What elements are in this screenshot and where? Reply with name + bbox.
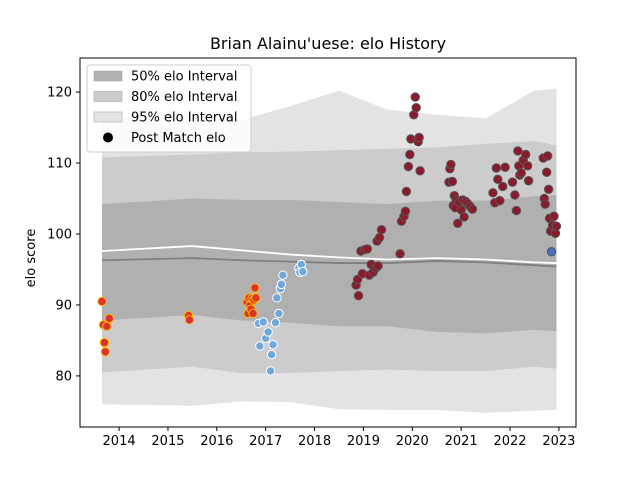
post-match-elo-point — [266, 349, 277, 360]
x-tick-label: 2015 — [151, 434, 184, 449]
post-match-elo-point — [459, 212, 469, 222]
post-match-elo-point — [263, 327, 273, 337]
post-match-elo-point — [549, 211, 559, 221]
y-tick-label: 80 — [55, 369, 72, 384]
legend-label: 50% elo Interval — [131, 70, 238, 85]
legend-box — [86, 64, 252, 153]
x-tick-label: 2018 — [298, 434, 331, 449]
post-match-elo-point — [491, 163, 502, 173]
x-tick-label: 2023 — [542, 434, 575, 449]
post-match-elo-point — [546, 247, 557, 257]
y-axis-label: elo score — [24, 229, 39, 288]
median-elo-line — [101, 257, 557, 268]
x-tick-label: 2020 — [396, 434, 429, 449]
post-match-elo-point — [520, 149, 531, 160]
post-match-elo-point — [513, 146, 523, 156]
post-match-elo-point — [415, 166, 425, 176]
post-match-elo-point — [511, 205, 522, 216]
post-match-elo-point — [523, 176, 534, 186]
post-match-elo-point — [467, 204, 478, 214]
legend: 50% elo Interval 80% elo Interval 95% elo … — [86, 64, 252, 153]
legend-label: 80% elo Interval — [131, 90, 238, 105]
chart-title: Brian Alainu'uese: elo History — [210, 34, 446, 53]
post-match-elo-point — [507, 177, 518, 187]
post-match-elo-point — [411, 102, 421, 113]
legend-label: Post Match elo — [131, 131, 226, 146]
post-match-elo-point — [551, 221, 562, 231]
post-match-elo-point — [250, 283, 260, 293]
post-match-elo-point — [510, 190, 520, 200]
post-match-elo-point — [414, 132, 424, 143]
band-50-interval — [101, 194, 557, 334]
post-match-elo-point — [516, 168, 526, 178]
mean-elo-line — [101, 245, 557, 264]
post-match-elo-point — [258, 317, 268, 327]
post-match-elo-point — [500, 162, 510, 172]
post-match-elo-point — [405, 149, 415, 160]
axes-frame — [79, 57, 577, 428]
legend-label: 95% elo Interval — [131, 111, 238, 126]
x-tick-label: 2017 — [249, 434, 282, 449]
post-match-elo-point — [102, 321, 112, 331]
post-match-elo-point — [540, 199, 550, 209]
post-match-elo-point — [373, 261, 383, 271]
legend-swatch — [93, 70, 123, 82]
y-tick-label: 90 — [55, 298, 72, 313]
post-match-elo-point — [522, 161, 533, 171]
post-match-elo-point — [248, 308, 258, 319]
post-match-elo-point — [403, 161, 414, 172]
post-match-elo-point — [542, 151, 553, 161]
post-match-elo-point — [400, 206, 411, 216]
post-match-elo-point — [268, 339, 278, 350]
post-match-elo-point — [298, 266, 308, 277]
x-tick-label: 2021 — [445, 434, 478, 449]
post-match-elo-point — [543, 184, 554, 194]
post-match-elo-point — [104, 313, 115, 324]
post-match-elo-point — [184, 315, 195, 325]
x-tick-label: 2016 — [200, 434, 233, 449]
post-match-elo-point — [353, 291, 364, 301]
y-tick-label: 120 — [47, 86, 72, 101]
post-match-elo-point — [99, 337, 110, 348]
post-match-elo-point — [274, 308, 284, 319]
post-match-elo-point — [498, 181, 508, 192]
legend-marker — [103, 132, 113, 143]
post-match-elo-point — [447, 176, 458, 187]
x-tick-label: 2014 — [103, 434, 136, 449]
legend-swatch — [93, 91, 123, 102]
post-match-elo-point — [401, 186, 412, 197]
post-match-elo-point — [251, 293, 261, 303]
post-match-elo-point — [374, 232, 385, 243]
post-match-elo-point — [395, 249, 405, 259]
post-match-elo-point — [453, 218, 463, 229]
x-tick-label: 2019 — [347, 434, 380, 449]
post-match-elo-point — [488, 188, 498, 198]
post-match-elo-point — [255, 341, 265, 351]
y-tick-label: 110 — [47, 157, 72, 172]
post-match-elo-point — [265, 366, 276, 376]
post-match-elo-point — [100, 347, 111, 357]
post-match-elo-point — [541, 167, 552, 177]
plot-area: 2014 2015 2016 2017 2018 2019 2020 2021 2022 2023… — [47, 57, 577, 449]
legend-swatch — [93, 111, 123, 123]
post-match-elo-point — [272, 293, 282, 303]
post-match-elo-point — [446, 159, 456, 170]
post-match-elo-point — [493, 174, 503, 185]
post-match-elo-point — [276, 279, 287, 290]
post-match-elo-point — [362, 244, 373, 254]
post-match-elo-point — [270, 317, 281, 328]
post-match-elo-point — [376, 225, 387, 235]
post-match-elo-point — [410, 92, 420, 102]
y-tick-label: 100 — [47, 227, 72, 242]
post-match-elo-point — [278, 270, 288, 280]
post-match-elo-point — [97, 296, 107, 307]
x-tick-label: 2022 — [493, 434, 526, 449]
post-match-elo-point — [495, 195, 505, 206]
